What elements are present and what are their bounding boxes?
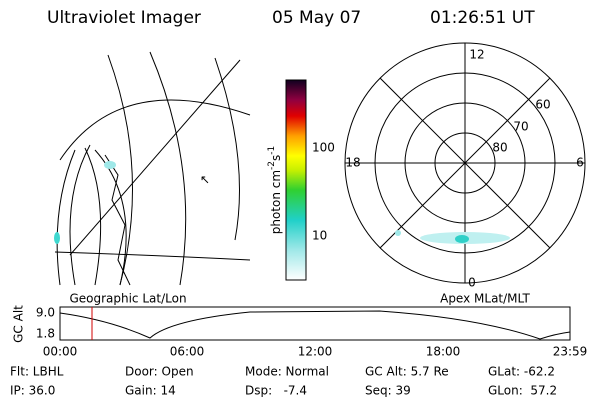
info-field: Mode: Normal: [245, 365, 329, 379]
colorbar-tick: 10: [312, 229, 327, 243]
mlt-label: 6: [576, 156, 584, 170]
info-field: Seq: 39: [365, 384, 411, 398]
orbit-ytick: 1.8: [36, 327, 55, 341]
orbit-curve: [59, 310, 571, 340]
geo-panel: ↖: [54, 51, 251, 286]
orbit-xtick: 06:00: [170, 345, 205, 359]
mlat-label: 70: [513, 120, 528, 134]
mlt-label: 0: [468, 276, 476, 290]
orbit-ylabel: GC Alt: [12, 305, 26, 343]
info-field: Door: Open: [125, 365, 194, 379]
mlt-label: 12: [469, 48, 484, 62]
colorbar-label: photon cm-2s-1: [267, 146, 283, 235]
info-field: Flt: LBHL: [10, 365, 64, 379]
orbit-xtick: 00:00: [43, 345, 78, 359]
date: 05 May 07: [272, 8, 361, 28]
colorbar: [285, 79, 307, 281]
mlat-label: 60: [535, 98, 550, 112]
geo-label: Geographic Lat/Lon: [69, 292, 186, 306]
info-field: Dsp: -7.4: [245, 384, 307, 398]
info-field: IP: 36.0: [10, 384, 55, 398]
polar-label: Apex MLat/MLT: [440, 292, 530, 306]
info-block: Flt: LBHL Door: Open Mode: Normal GC Alt: 5…: [10, 365, 557, 398]
mlt-label: 18: [345, 156, 360, 170]
orbit-ytick: 9.0: [36, 306, 55, 320]
orbit-xtick: 12:00: [298, 345, 333, 359]
info-field: GLon: 57.2: [488, 384, 557, 398]
info-field: Gain: 14: [125, 384, 176, 398]
title: Ultraviolet Imager: [47, 8, 201, 28]
orbit-xtick: 23:59: [553, 345, 588, 359]
time: 01:26:51 UT: [430, 8, 535, 28]
mlat-label: 80: [492, 141, 507, 155]
marker: ↖: [200, 173, 210, 187]
info-field: GC Alt: 5.7 Re: [365, 365, 449, 379]
polar-plot: [344, 42, 586, 284]
colorbar-tick: 100: [312, 141, 335, 155]
orbit-xtick: 18:00: [426, 345, 461, 359]
info-field: GLat: -62.2: [488, 365, 555, 379]
orbit-box: [59, 306, 571, 341]
